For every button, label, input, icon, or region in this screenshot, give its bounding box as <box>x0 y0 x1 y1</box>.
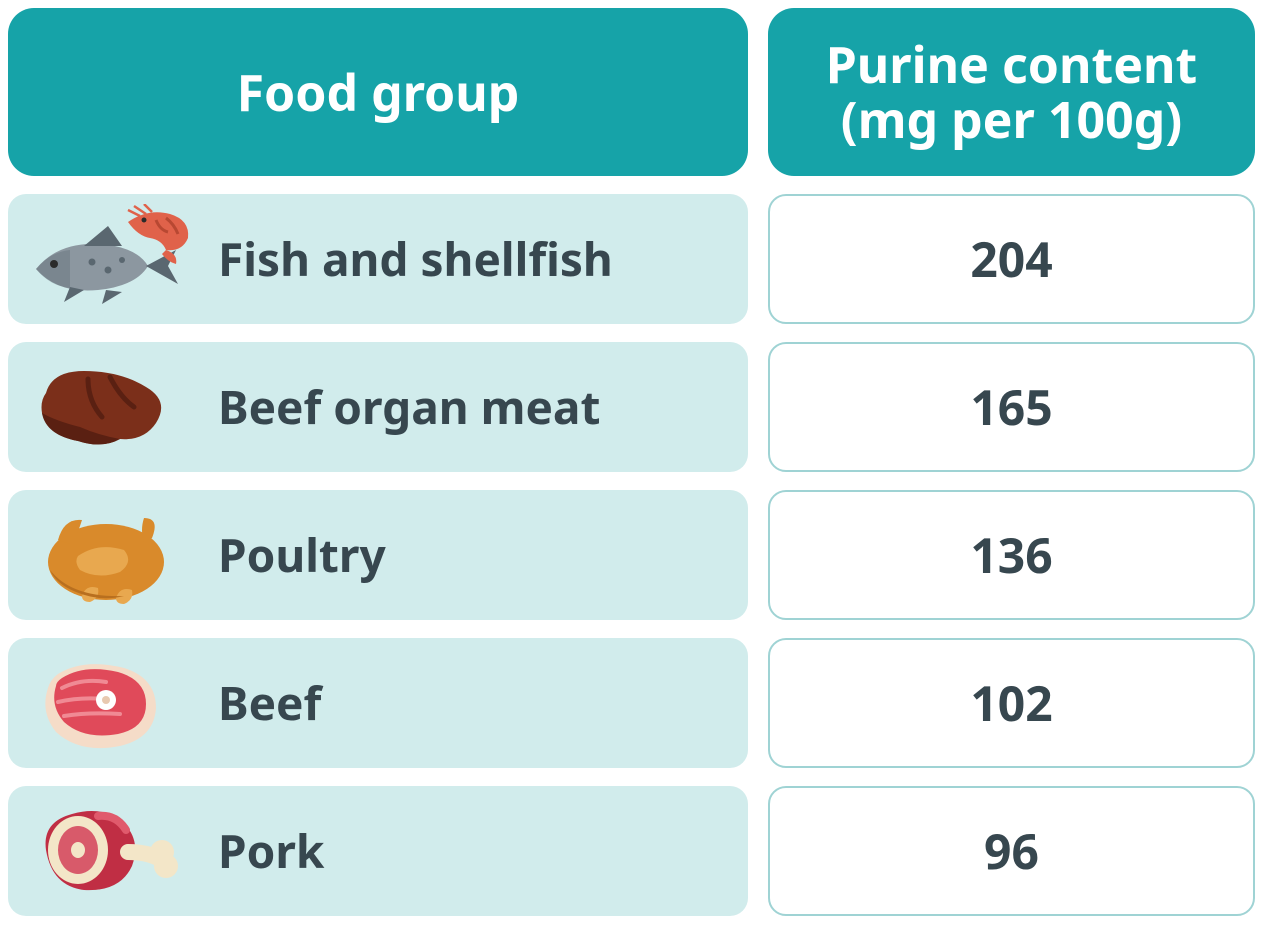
food-label: Poultry <box>218 524 386 586</box>
food-label: Fish and shellfish <box>218 228 613 290</box>
value-cell: 102 <box>768 638 1255 768</box>
food-label: Beef <box>218 672 321 734</box>
row-icon-slot <box>28 204 218 314</box>
value-cell: 136 <box>768 490 1255 620</box>
row-icon-slot <box>28 500 218 610</box>
value-header: Purine content(mg per 100g) <box>768 8 1255 176</box>
value-text: 165 <box>970 375 1052 440</box>
food-header: Food group <box>8 8 748 176</box>
food-label: Beef organ meat <box>218 376 600 438</box>
food-row: Beef organ meat <box>8 342 748 472</box>
value-column: Purine content(mg per 100g) 204 165 136 102… <box>768 8 1255 916</box>
value-text: 204 <box>970 227 1052 292</box>
food-header-text: Food group <box>237 65 520 120</box>
value-cell: 165 <box>768 342 1255 472</box>
row-icon-slot <box>28 357 218 457</box>
food-row: Poultry <box>8 490 748 620</box>
pork-ham-icon <box>28 796 188 906</box>
value-text: 96 <box>984 819 1039 884</box>
value-text: 136 <box>970 523 1052 588</box>
purine-table: Food group Fish and shellfish Beef organ … <box>8 8 1255 916</box>
beef-steak-icon <box>28 648 168 758</box>
value-cell: 204 <box>768 194 1255 324</box>
value-text: 102 <box>970 671 1052 736</box>
food-row: Pork <box>8 786 748 916</box>
value-header-text: Purine content(mg per 100g) <box>826 37 1198 147</box>
food-label: Pork <box>218 820 324 882</box>
food-row: Fish and shellfish <box>8 194 748 324</box>
row-icon-slot <box>28 648 218 758</box>
food-row: Beef <box>8 638 748 768</box>
liver-icon <box>28 357 178 457</box>
food-column: Food group Fish and shellfish Beef organ … <box>8 8 748 916</box>
fish-shellfish-icon <box>28 204 206 314</box>
value-cell: 96 <box>768 786 1255 916</box>
poultry-icon <box>28 500 178 610</box>
row-icon-slot <box>28 796 218 906</box>
